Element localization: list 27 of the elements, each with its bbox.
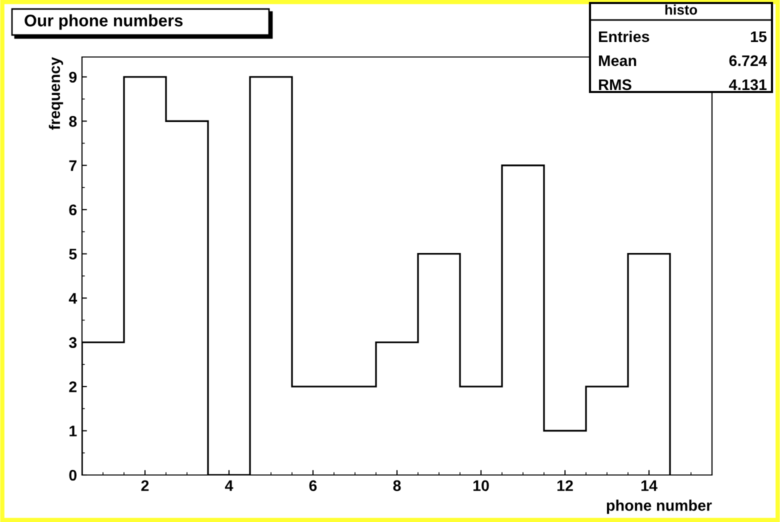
x-axis-title: phone number (606, 500, 712, 514)
y-tick-label: 9 (69, 72, 77, 83)
text: 15 (750, 31, 767, 42)
y-tick-label: 6 (69, 204, 77, 216)
chart-title: Our phone numbers (24, 14, 183, 30)
annotation: Mean (599, 55, 636, 66)
y-tick-label: 4 (68, 293, 78, 304)
y-tick-label: 5 (69, 248, 77, 260)
y-tick-label: 1 (70, 426, 77, 436)
y-tick-label: 3 (68, 337, 77, 348)
y-tick-label: 8 (69, 116, 77, 127)
text: histo (665, 4, 698, 15)
x-tick-label: 6 (309, 480, 317, 492)
x-tick-label: 10 (473, 480, 489, 492)
x-tick-label: 4 (224, 480, 234, 491)
y-tick-label: 7 (69, 160, 76, 171)
y-tick-label: 0 (69, 470, 77, 481)
text: Entries (599, 30, 650, 42)
x-tick-label: 12 (557, 480, 573, 491)
text: 4.131 (729, 79, 767, 90)
y-tick-label: 2 (69, 381, 77, 392)
x-tick-label: 2 (141, 480, 149, 491)
annotation: RMS (599, 79, 632, 90)
x-tick-label: 8 (393, 480, 401, 492)
x-tick-label: 14 (641, 480, 658, 491)
text: 6.724 (729, 55, 767, 66)
y-axis-title: frequency (48, 57, 64, 130)
